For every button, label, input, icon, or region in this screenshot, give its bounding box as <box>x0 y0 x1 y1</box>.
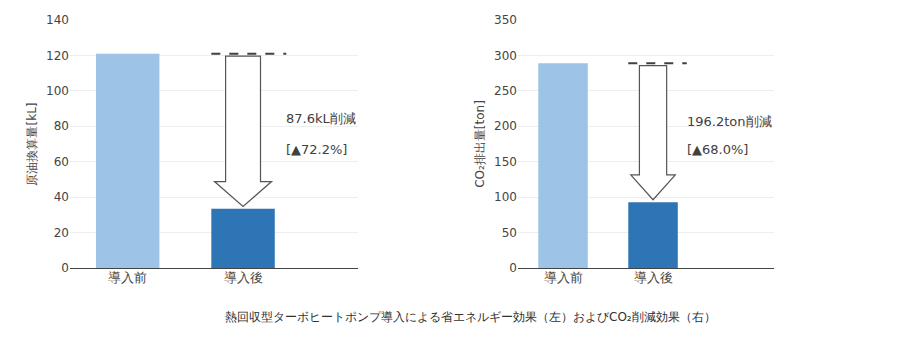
svg-text:60: 60 <box>54 155 69 169</box>
svg-text:CO₂排出量[ton]: CO₂排出量[ton] <box>473 100 487 188</box>
svg-text:120: 120 <box>46 49 69 63</box>
svg-text:80: 80 <box>54 119 69 133</box>
svg-text:300: 300 <box>494 49 517 63</box>
svg-text:100: 100 <box>46 84 69 98</box>
svg-text:原油換算量[kL]: 原油換算量[kL] <box>25 103 39 186</box>
svg-text:0: 0 <box>61 261 69 275</box>
svg-text:導入後: 導入後 <box>224 270 263 285</box>
svg-text:40: 40 <box>54 190 69 204</box>
svg-text:87.6kL削減: 87.6kL削減 <box>286 111 356 126</box>
svg-text:20: 20 <box>54 226 69 240</box>
svg-text:導入前: 導入前 <box>108 270 147 285</box>
svg-text:50: 50 <box>502 226 517 240</box>
svg-text:0: 0 <box>509 261 517 275</box>
svg-text:250: 250 <box>494 84 517 98</box>
svg-text:[▲68.0%]: [▲68.0%] <box>687 142 748 157</box>
svg-text:350: 350 <box>494 13 517 27</box>
svg-text:[▲72.2%]: [▲72.2%] <box>286 142 347 157</box>
svg-text:200: 200 <box>494 119 517 133</box>
svg-text:100: 100 <box>494 190 517 204</box>
svg-text:140: 140 <box>46 13 69 27</box>
svg-text:196.2ton削減: 196.2ton削減 <box>687 114 772 129</box>
svg-text:導入前: 導入前 <box>544 270 583 285</box>
svg-text:150: 150 <box>494 155 517 169</box>
svg-text:導入後: 導入後 <box>634 270 673 285</box>
svg-text:熱回収型ターボヒートポンプ導入による省エネルギー効果（左）お: 熱回収型ターボヒートポンプ導入による省エネルギー効果（左）およびCO₂削減効果（… <box>225 310 716 324</box>
